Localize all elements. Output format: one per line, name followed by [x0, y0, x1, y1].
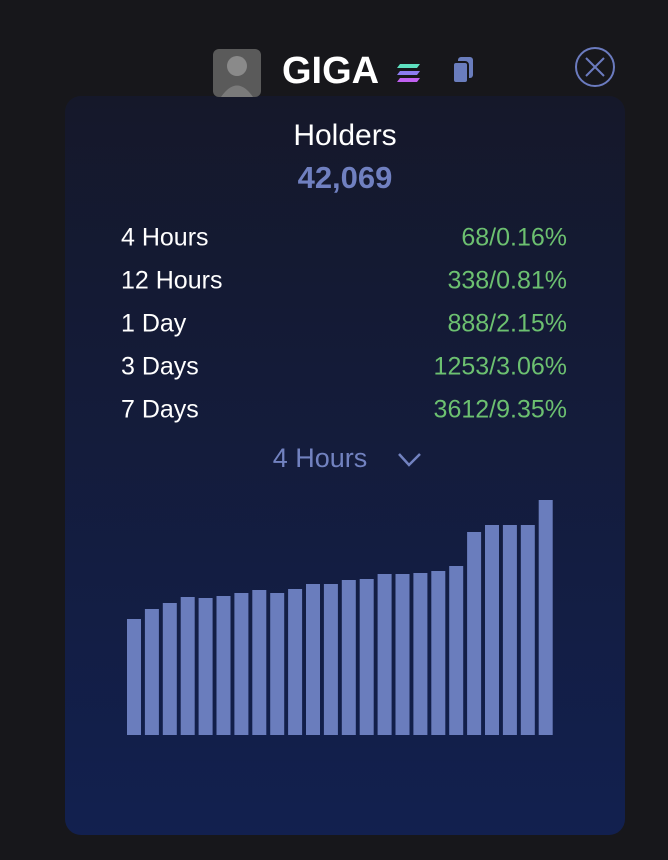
bar: [252, 590, 267, 735]
bar: [341, 580, 356, 735]
stat-period: 4 Hours: [121, 224, 209, 252]
bar: [538, 500, 553, 735]
bar: [288, 589, 303, 735]
token-name: GIGA: [282, 50, 379, 92]
stat-change: 888/2.15%: [447, 310, 567, 338]
dropdown-label[interactable]: 4 Hours: [273, 443, 368, 473]
bar: [234, 593, 249, 735]
holders-count: 42,069: [298, 160, 393, 195]
bar: [306, 584, 320, 735]
bar: [127, 619, 141, 735]
close-button[interactable]: [575, 47, 615, 87]
stat-change: 68/0.16%: [461, 224, 567, 252]
stat-change: 3612/9.35%: [434, 396, 567, 424]
bar: [467, 532, 482, 735]
chain-icon: [397, 64, 420, 82]
bar: [449, 566, 464, 735]
stat-period: 12 Hours: [121, 267, 222, 295]
bar: [162, 603, 177, 735]
bar: [377, 574, 392, 735]
avatar-head: [227, 56, 247, 76]
bar: [144, 609, 159, 735]
dropdown-chevron[interactable]: [398, 453, 421, 467]
stat-change: 1253/3.06%: [434, 353, 567, 381]
bar: [485, 525, 499, 735]
holders-label: Holders: [293, 119, 396, 152]
bar: [198, 598, 213, 735]
copy-button[interactable]: [452, 57, 473, 84]
bar: [502, 525, 517, 735]
bar: [413, 573, 428, 735]
bar: [323, 584, 338, 735]
stat-period: 7 Days: [121, 396, 199, 424]
bar: [270, 593, 285, 735]
bar: [359, 579, 374, 735]
bar: [216, 596, 231, 735]
stat-change: 338/0.81%: [447, 267, 567, 295]
stat-period: 1 Day: [121, 310, 187, 338]
bar: [395, 574, 410, 735]
bar: [520, 525, 535, 735]
avatar-body: [221, 85, 253, 97]
bar: [180, 597, 195, 735]
bar: [431, 571, 446, 735]
stat-period: 3 Days: [121, 353, 199, 381]
period-dropdown[interactable]: 4 Hours: [273, 443, 421, 473]
